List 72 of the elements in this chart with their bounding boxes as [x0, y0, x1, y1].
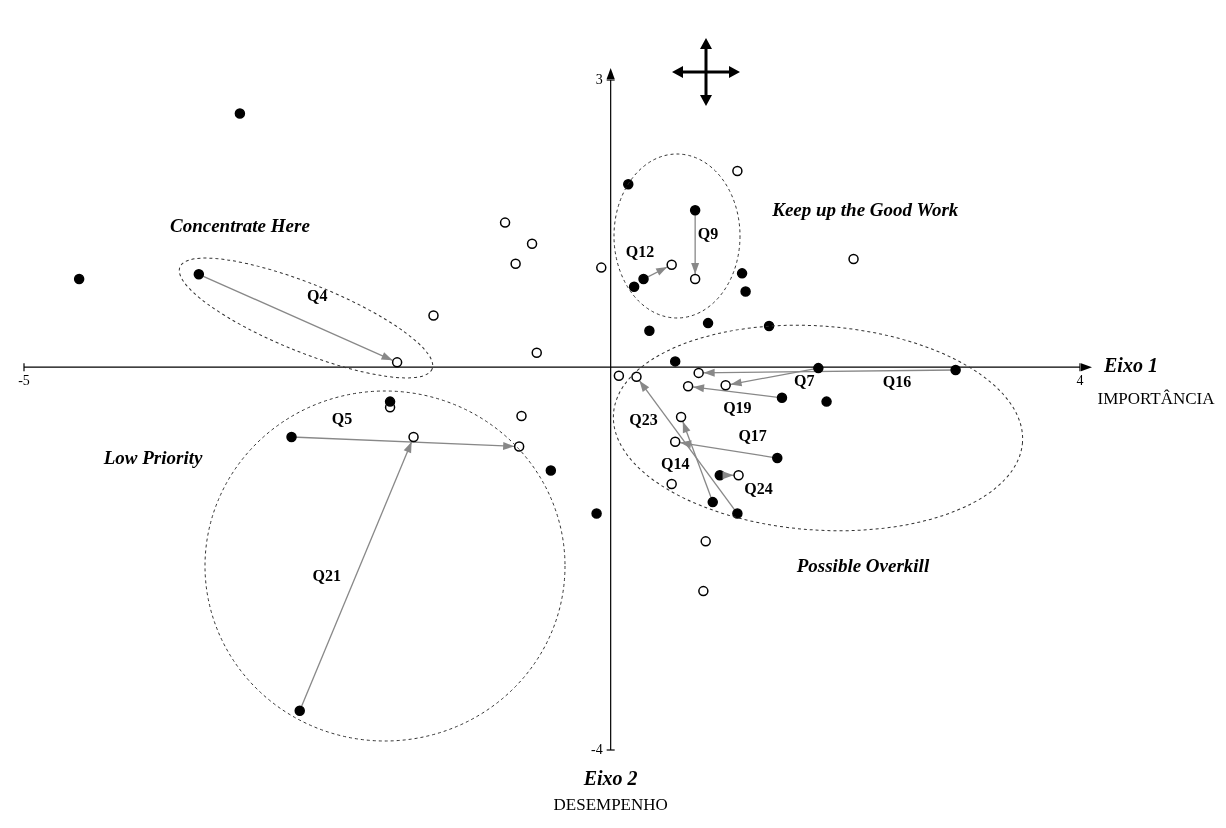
- point: [73, 273, 85, 285]
- annotation: Q5: [331, 409, 353, 427]
- point: [669, 436, 681, 448]
- point: [950, 364, 961, 376]
- annotation: Q12: [625, 243, 655, 261]
- point: [234, 108, 246, 119]
- point: [510, 258, 521, 270]
- point: [613, 370, 625, 382]
- point: [513, 441, 525, 452]
- point: [428, 310, 439, 321]
- point: [682, 381, 694, 392]
- annotation: Possible Overkill: [795, 555, 930, 577]
- x-tick-label: 4: [1076, 372, 1084, 388]
- point: [666, 478, 677, 490]
- point: [638, 273, 649, 285]
- point: [666, 259, 677, 270]
- point: [813, 362, 824, 374]
- point: [675, 411, 687, 423]
- annotation: Q14: [660, 454, 690, 472]
- point: [700, 536, 711, 547]
- point: [740, 286, 751, 297]
- point: [591, 508, 602, 519]
- point: [702, 317, 714, 329]
- point: [516, 410, 527, 422]
- annotation: Q21: [312, 566, 341, 584]
- point: [772, 452, 783, 464]
- point: [294, 705, 305, 717]
- point: [776, 392, 788, 404]
- point: [391, 357, 403, 368]
- y-tick-label: -4: [590, 741, 603, 757]
- annotation: Concentrate Here: [169, 215, 311, 237]
- point: [689, 273, 701, 285]
- point: [499, 217, 511, 228]
- annotation: Q7: [794, 371, 815, 389]
- annotation: Q23: [629, 410, 658, 428]
- point: [596, 262, 607, 273]
- point: [720, 380, 731, 391]
- point: [384, 396, 396, 407]
- point: [736, 268, 748, 279]
- annotation: Q19: [723, 399, 752, 417]
- text: IMPORTÂNCIA: [1097, 388, 1216, 408]
- point: [669, 356, 681, 367]
- point: [526, 238, 538, 249]
- x-tick-label: -5: [18, 372, 30, 388]
- point: [707, 496, 718, 508]
- annotation: Keep up the Good Work: [771, 199, 959, 221]
- annotation: Q9: [697, 225, 719, 243]
- text: Eixo 2: [582, 767, 638, 790]
- point: [286, 431, 297, 443]
- point: [693, 367, 704, 379]
- y-tick-label: 3: [595, 71, 603, 87]
- point: [193, 269, 205, 280]
- annotation: Q17: [738, 427, 767, 445]
- point: [689, 204, 701, 216]
- point: [732, 165, 743, 177]
- point: [545, 465, 557, 476]
- point: [408, 431, 419, 443]
- point: [821, 396, 832, 407]
- annotation: Q16: [882, 372, 912, 390]
- annotation: Q4: [307, 287, 328, 305]
- point: [848, 253, 859, 265]
- annotation: Low Priority: [102, 446, 203, 468]
- text: Eixo 1: [1103, 354, 1158, 377]
- point: [628, 281, 640, 292]
- point: [644, 325, 655, 337]
- point: [631, 371, 642, 382]
- annotation: Q24: [744, 479, 773, 497]
- text: DESEMPENHO: [553, 795, 668, 815]
- point: [732, 508, 743, 519]
- point: [531, 347, 542, 359]
- point: [698, 585, 709, 597]
- point: [733, 470, 744, 481]
